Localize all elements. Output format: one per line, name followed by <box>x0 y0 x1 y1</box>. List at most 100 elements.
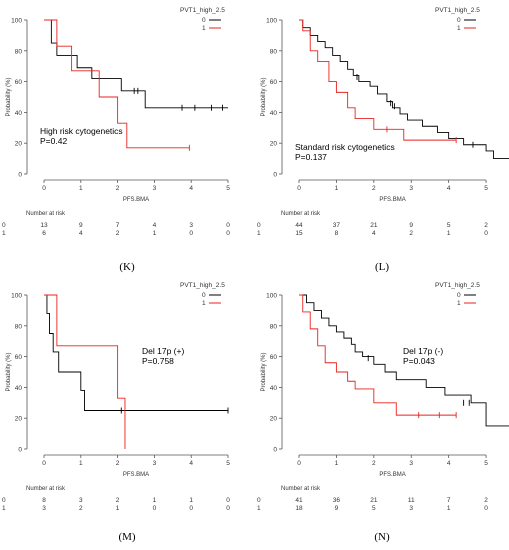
risk-count-m-1: 3 <box>42 505 46 512</box>
y-tick-label-m: 20 <box>15 416 23 423</box>
risk-count-k-1: 0 <box>189 230 193 237</box>
risk-count-l-1: 4 <box>372 230 376 237</box>
y-axis-label-k: Probability (%) <box>6 77 12 116</box>
x-tick-label-l: 5 <box>484 185 488 192</box>
legend-label-m-0: 0 <box>202 292 206 299</box>
risk-count-l-1: 8 <box>335 230 339 237</box>
risk-count-k-0: 0 <box>226 222 230 229</box>
risk-count-n-0: 2 <box>484 497 488 504</box>
legend-label-n-0: 0 <box>457 292 461 299</box>
annotation-n-0: Del 17p (-) <box>403 346 443 356</box>
x-tick-label-n: 1 <box>335 460 339 467</box>
risk-count-n-0: 41 <box>295 497 303 504</box>
legend-label-n-1: 1 <box>457 300 461 307</box>
risk-group-k-0: 0 <box>2 222 6 229</box>
risk-count-m-1: 1 <box>116 505 120 512</box>
km-curve-n-1 <box>299 294 457 416</box>
y-tick-label-k: 80 <box>15 48 23 55</box>
x-tick-label-l: 1 <box>335 185 339 192</box>
risk-group-l-1: 1 <box>257 230 261 237</box>
risk-count-m-0: 8 <box>42 497 46 504</box>
risk-count-l-1: 15 <box>295 230 303 237</box>
legend-title-k: PVT1_high_2.5 <box>180 7 225 14</box>
risk-count-m-0: 0 <box>226 497 230 504</box>
risk-count-m-1: 0 <box>189 505 193 512</box>
y-tick-label-m: 100 <box>11 293 22 300</box>
risk-count-m-0: 1 <box>153 497 157 504</box>
risk-count-k-0: 7 <box>116 222 120 229</box>
x-axis-label-n: PFS.BMA <box>379 472 405 478</box>
risk-group-n-0: 0 <box>257 497 261 504</box>
risk-count-n-0: 7 <box>447 497 451 504</box>
km-curve-m-0 <box>44 294 228 411</box>
risk-count-l-0: 21 <box>370 222 378 229</box>
risk-title-m: Number at risk <box>26 486 66 492</box>
legend-label-m-1: 1 <box>202 300 206 307</box>
risk-title-l: Number at risk <box>281 211 321 217</box>
legend-label-l-1: 1 <box>457 25 461 32</box>
risk-count-k-1: 4 <box>79 230 83 237</box>
y-tick-label-l: 0 <box>273 172 277 179</box>
risk-count-n-1: 18 <box>295 505 303 512</box>
panel-letter-m: (M) <box>118 531 136 543</box>
annotation-m-1: P=0.758 <box>142 356 174 366</box>
x-tick-label-l: 3 <box>409 185 413 192</box>
y-tick-label-n: 0 <box>273 447 277 454</box>
risk-count-m-0: 1 <box>189 497 193 504</box>
risk-group-l-0: 0 <box>257 222 261 229</box>
y-tick-label-m: 60 <box>15 354 23 361</box>
x-tick-label-k: 5 <box>226 185 230 192</box>
legend-label-k-0: 0 <box>202 17 206 24</box>
x-tick-label-l: 4 <box>447 185 451 192</box>
annotation-l-1: P=0.137 <box>295 152 327 162</box>
y-tick-label-m: 80 <box>15 323 23 330</box>
y-tick-label-l: 20 <box>270 141 278 148</box>
x-tick-label-n: 2 <box>372 460 376 467</box>
x-tick-label-k: 3 <box>153 185 157 192</box>
annotation-k-1: P=0.42 <box>40 136 67 146</box>
x-tick-label-k: 2 <box>116 185 120 192</box>
risk-count-l-0: 9 <box>409 222 413 229</box>
panel-letter-l: (L) <box>374 261 390 273</box>
risk-group-m-0: 0 <box>2 497 6 504</box>
annotation-m-0: Del 17p (+) <box>142 346 184 356</box>
risk-count-l-1: 1 <box>447 230 451 237</box>
x-tick-label-n: 3 <box>409 460 413 467</box>
x-tick-label-n: 0 <box>297 460 301 467</box>
risk-count-l-0: 2 <box>484 222 488 229</box>
annotation-k-0: High risk cytogenetics <box>40 126 123 136</box>
risk-title-n: Number at risk <box>281 486 321 492</box>
km-curve-n-0 <box>299 294 509 427</box>
x-tick-label-m: 2 <box>116 460 120 467</box>
y-tick-label-n: 20 <box>270 416 278 423</box>
y-axis-label-n: Probability (%) <box>261 352 267 391</box>
annotation-l-0: Standard risk cytogenetics <box>295 142 395 152</box>
x-tick-label-m: 4 <box>189 460 193 467</box>
y-tick-label-n: 40 <box>270 385 278 392</box>
risk-count-n-1: 0 <box>484 505 488 512</box>
risk-count-k-0: 4 <box>153 222 157 229</box>
km-curve-m-1 <box>44 294 126 449</box>
km-panel-l: 0 20 40 60 80 100 Probability (%) 0 1 2 3 4 5 PFS.BMA… <box>255 0 509 275</box>
risk-count-k-1: 6 <box>42 230 46 237</box>
y-tick-label-k: 60 <box>15 79 23 86</box>
risk-count-m-1: 0 <box>153 505 157 512</box>
y-tick-label-n: 60 <box>270 354 278 361</box>
x-tick-label-m: 0 <box>42 460 46 467</box>
x-tick-label-k: 0 <box>42 185 46 192</box>
km-curve-l-0 <box>299 19 509 160</box>
x-tick-label-n: 4 <box>447 460 451 467</box>
risk-count-k-0: 9 <box>79 222 83 229</box>
y-tick-label-n: 100 <box>266 293 277 300</box>
risk-count-m-0: 2 <box>116 497 120 504</box>
risk-count-k-1: 2 <box>116 230 120 237</box>
x-tick-label-k: 4 <box>189 185 193 192</box>
y-tick-label-l: 80 <box>270 48 278 55</box>
x-axis-label-k: PFS.BMA <box>123 197 149 203</box>
risk-count-l-0: 44 <box>295 222 303 229</box>
x-tick-label-l: 2 <box>372 185 376 192</box>
y-tick-label-n: 80 <box>270 323 278 330</box>
legend-label-l-0: 0 <box>457 17 461 24</box>
